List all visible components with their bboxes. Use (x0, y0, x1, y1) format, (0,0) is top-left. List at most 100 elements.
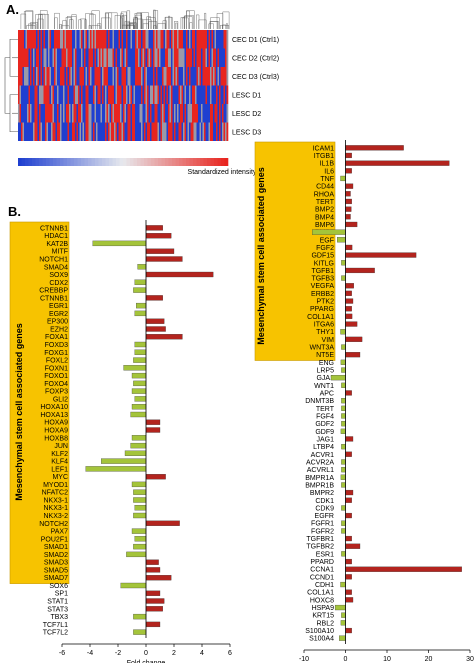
heatmap-cell (204, 30, 206, 49)
heatmap-cell (180, 104, 182, 123)
heatmap-cell (78, 30, 80, 49)
heatmap-cell (141, 67, 143, 86)
heatmap-cell (189, 30, 191, 49)
heatmap-cell (199, 85, 202, 104)
colorbar-step (133, 158, 138, 166)
heatmap-cell (162, 48, 164, 67)
heatmap-cell (198, 48, 200, 67)
heatmap-cell (181, 67, 184, 86)
heatmap-cell (60, 48, 62, 67)
category-label: NOTCH1 (39, 257, 68, 264)
heatmap-cell (73, 48, 76, 67)
heatmap-cell (157, 67, 160, 86)
bar (330, 375, 346, 381)
bar (345, 313, 353, 319)
heatmap-cell (22, 85, 25, 104)
heatmap-cell (48, 85, 50, 104)
bar (345, 191, 351, 197)
heatmap-cell (208, 48, 211, 67)
heatmap-cell (172, 104, 175, 123)
category-label: KRT15 (312, 613, 334, 620)
heatmap-cell (28, 67, 31, 86)
heatmap-cell (174, 48, 176, 67)
heatmap-cell (40, 30, 43, 49)
heatmap-cell (121, 48, 124, 67)
heatmap-cell (184, 67, 187, 86)
heatmap-cell (127, 85, 130, 104)
heatmap-cell (103, 85, 106, 104)
category-label: SMAD4 (44, 264, 68, 271)
heatmap-cell (22, 30, 25, 49)
bar (341, 505, 346, 511)
heatmap-cell (34, 85, 37, 104)
heatmap-cell (111, 30, 113, 49)
heatmap-cell (88, 48, 91, 67)
heatmap-cell (186, 122, 188, 141)
heatmap-cell (121, 122, 124, 141)
heatmap-cell (151, 122, 154, 141)
heatmap-cell (42, 48, 44, 67)
heatmap-cell (138, 85, 140, 104)
bar (134, 396, 147, 402)
heatmap-cell (132, 67, 134, 86)
category-label: FOXO4 (44, 381, 68, 388)
heatmap-cell (180, 122, 182, 141)
colorbar-step (147, 158, 152, 166)
heatmap-cell (103, 122, 106, 141)
heatmap-cell (205, 104, 208, 123)
bar (340, 329, 346, 335)
category-label: EZH2 (50, 326, 68, 333)
heatmap-cell (133, 30, 136, 49)
heatmap-cell (64, 85, 67, 104)
heatmap-cell (220, 30, 223, 49)
heatmap-cell (105, 104, 107, 123)
heatmap-cell (19, 67, 22, 86)
heatmap-cell (88, 104, 91, 123)
heatmap-cell (202, 85, 205, 104)
heatmap-cell (168, 104, 170, 123)
heatmap-cell (162, 30, 164, 49)
dendrogram-branch (60, 25, 70, 29)
bar (345, 221, 358, 228)
x-tick-label: -2 (115, 650, 121, 657)
heatmap-cell (111, 48, 113, 67)
bar (145, 295, 163, 301)
heatmap-cell (37, 30, 40, 49)
left-bar-chart: CTNNB1HDAC1KAT2BMITFNOTCH1SMAD4SOX9CDX2C… (9, 220, 232, 663)
heatmap-cell (64, 30, 67, 49)
heatmap-cell (19, 30, 22, 49)
colorbar-step (207, 158, 211, 166)
heatmap-cell (75, 67, 77, 86)
heatmap-cell (33, 85, 35, 104)
heatmap-cell (49, 48, 52, 67)
heatmap-cell (154, 85, 157, 104)
heatmap-cell (67, 122, 70, 141)
bar (145, 334, 183, 340)
bar (101, 458, 147, 464)
heatmap-cell (187, 85, 190, 104)
heatmap-cell (214, 85, 217, 104)
heatmap-cell (24, 104, 26, 123)
heatmap-cell (135, 30, 137, 49)
x-tick-label: -6 (59, 650, 65, 657)
dendrogram-branch (222, 24, 226, 29)
heatmap-cell (58, 48, 61, 67)
heatmap-cell (108, 104, 110, 123)
heatmap-cell (84, 85, 86, 104)
dendrogram-branch (124, 21, 130, 29)
heatmap-cell (100, 30, 103, 49)
heatmap-cell (73, 30, 76, 49)
bar (345, 283, 354, 289)
heatmap-cell (72, 48, 74, 67)
heatmap-cell (102, 104, 104, 123)
heatmap-cell (40, 67, 43, 86)
heatmap-cell (210, 67, 212, 86)
category-label: MYOD1 (43, 482, 68, 489)
x-tick-label: 30 (466, 656, 474, 663)
category-label: WNT1 (314, 383, 334, 390)
heatmap-cell (79, 48, 82, 67)
bar (345, 168, 352, 174)
heatmap-cell (105, 30, 107, 49)
heatmap-cell (70, 85, 73, 104)
heatmap-cell (84, 67, 86, 86)
